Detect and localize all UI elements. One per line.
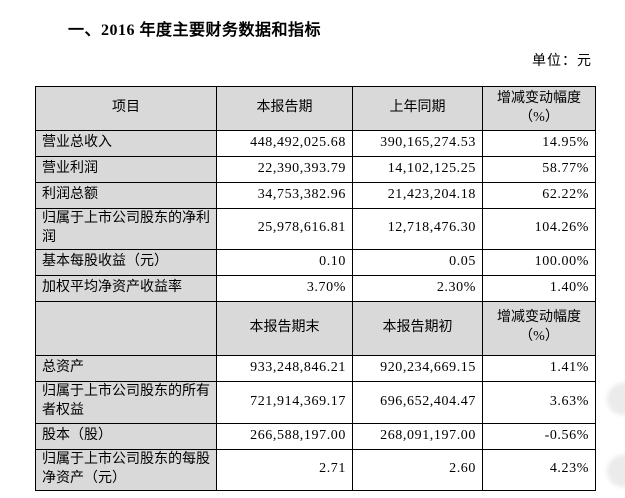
header-empty bbox=[35, 300, 217, 356]
change-value: 14.95% bbox=[482, 130, 596, 157]
change-value: 62.22% bbox=[482, 182, 596, 209]
row-label: 营业利润 bbox=[35, 156, 217, 183]
current-period-value: 0.10 bbox=[216, 248, 353, 276]
header-change-percent: 增减变动幅度（%） bbox=[482, 300, 596, 356]
prior-period-value: 390,165,274.53 bbox=[352, 130, 483, 157]
period-begin-value: 268,091,197.00 bbox=[352, 422, 483, 450]
unit-label: 单位：元 bbox=[532, 54, 592, 69]
period-begin-value: 920,234,669.15 bbox=[352, 354, 483, 382]
header-period-begin: 本报告期初 bbox=[352, 300, 483, 356]
table-row: 营业利润 22,390,393.79 14,102,125.25 58.77% bbox=[35, 156, 596, 183]
current-period-value: 25,978,616.81 bbox=[216, 208, 353, 250]
table-row: 总资产 933,248,846.21 920,234,669.15 1.41% bbox=[35, 354, 596, 382]
row-label: 利润总额 bbox=[35, 182, 217, 209]
period-begin-value: 696,652,404.47 bbox=[352, 380, 483, 424]
change-value: 3.63% bbox=[482, 380, 596, 424]
prior-period-value: 2.30% bbox=[352, 274, 483, 302]
table-row: 利润总额 34,753,382.96 21,423,204.18 62.22% bbox=[35, 182, 596, 209]
change-value: 1.41% bbox=[482, 354, 596, 382]
change-value: 58.77% bbox=[482, 156, 596, 183]
header-prior-period: 上年同期 bbox=[352, 86, 483, 131]
change-value: -0.56% bbox=[482, 422, 596, 450]
period-end-value: 266,588,197.00 bbox=[216, 422, 353, 450]
page-title: 一、2016 年度主要财务数据和指标 bbox=[68, 22, 322, 39]
period-end-value: 2.71 bbox=[216, 448, 353, 491]
current-period-value: 22,390,393.79 bbox=[216, 156, 353, 183]
prior-period-value: 21,423,204.18 bbox=[352, 182, 483, 209]
row-label: 归属于上市公司股东的每股净资产（元） bbox=[35, 448, 217, 491]
table-header-period: 项目 本报告期 上年同期 增减变动幅度（%） bbox=[35, 86, 596, 131]
header-item: 项目 bbox=[35, 86, 217, 131]
table-row: 基本每股收益（元） 0.10 0.05 100.00% bbox=[35, 248, 596, 276]
page-edge-artifact bbox=[607, 383, 625, 415]
row-label: 基本每股收益（元） bbox=[35, 248, 217, 276]
row-label: 归属于上市公司股东的所有者权益 bbox=[35, 380, 217, 424]
row-label: 总资产 bbox=[35, 354, 217, 382]
table-row: 归属于上市公司股东的净利润 25,978,616.81 12,718,476.3… bbox=[35, 208, 596, 250]
financial-indicators-table: 项目 本报告期 上年同期 增减变动幅度（%） 营业总收入 448,492,025… bbox=[35, 86, 596, 491]
change-value: 100.00% bbox=[482, 248, 596, 276]
table-row: 股本（股） 266,588,197.00 268,091,197.00 -0.5… bbox=[35, 422, 596, 450]
row-label: 加权平均净资产收益率 bbox=[35, 274, 217, 302]
period-begin-value: 2.60 bbox=[352, 448, 483, 491]
table-header-balance: 本报告期末 本报告期初 增减变动幅度（%） bbox=[35, 300, 596, 356]
row-label: 营业总收入 bbox=[35, 130, 217, 157]
current-period-value: 448,492,025.68 bbox=[216, 130, 353, 157]
table-row: 营业总收入 448,492,025.68 390,165,274.53 14.9… bbox=[35, 130, 596, 157]
page-edge-artifact bbox=[607, 455, 625, 487]
period-end-value: 721,914,369.17 bbox=[216, 380, 353, 424]
change-value: 4.23% bbox=[482, 448, 596, 491]
table-row: 加权平均净资产收益率 3.70% 2.30% 1.40% bbox=[35, 274, 596, 302]
header-change-percent: 增减变动幅度（%） bbox=[482, 86, 596, 131]
prior-period-value: 12,718,476.30 bbox=[352, 208, 483, 250]
change-value: 104.26% bbox=[482, 208, 596, 250]
period-end-value: 933,248,846.21 bbox=[216, 354, 353, 382]
table-row: 归属于上市公司股东的每股净资产（元） 2.71 2.60 4.23% bbox=[35, 448, 596, 491]
prior-period-value: 0.05 bbox=[352, 248, 483, 276]
header-period-end: 本报告期末 bbox=[216, 300, 353, 356]
row-label: 股本（股） bbox=[35, 422, 217, 450]
table-row: 归属于上市公司股东的所有者权益 721,914,369.17 696,652,4… bbox=[35, 380, 596, 424]
change-value: 1.40% bbox=[482, 274, 596, 302]
row-label: 归属于上市公司股东的净利润 bbox=[35, 208, 217, 250]
prior-period-value: 14,102,125.25 bbox=[352, 156, 483, 183]
current-period-value: 3.70% bbox=[216, 274, 353, 302]
current-period-value: 34,753,382.96 bbox=[216, 182, 353, 209]
header-current-period: 本报告期 bbox=[216, 86, 353, 131]
